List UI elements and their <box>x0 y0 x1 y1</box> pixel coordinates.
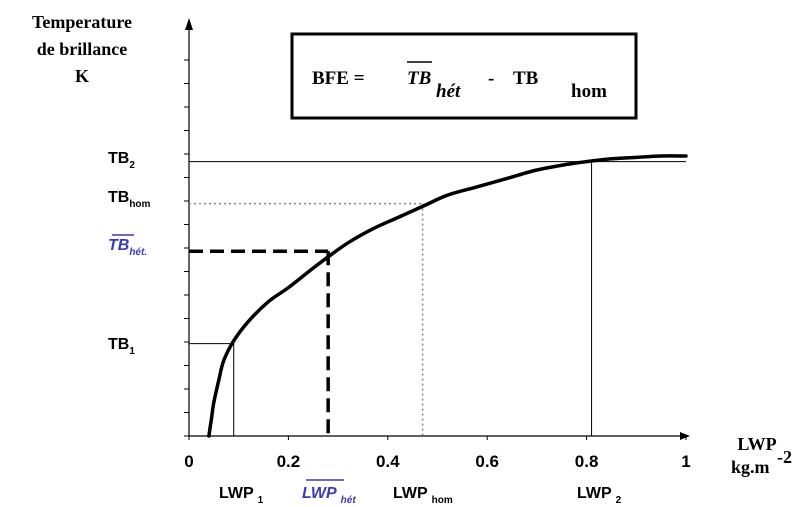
y-axis-title-line-2: de brillance <box>37 39 128 59</box>
x-tick-label: 0 <box>184 452 193 471</box>
formula-lhs: BFE = <box>312 68 365 89</box>
formula-term2: TB <box>513 68 539 89</box>
x-ticks: 0 0.2 0.4 0.6 0.8 1 <box>184 436 691 471</box>
x-axis-title: LWP <box>737 434 776 454</box>
formula-term1-sub: hét <box>436 81 461 102</box>
formula: BFE = TB hét - TB hom <box>312 61 607 102</box>
y-axis-title-line-3: K <box>75 66 89 86</box>
x-tick-label: 0.2 <box>277 452 301 471</box>
x-marker-label: LWP hét <box>302 485 356 506</box>
x-marker-label: LWP 2 <box>577 485 622 506</box>
guide-lines <box>189 161 686 436</box>
formula-minus: - <box>488 68 494 89</box>
x-marker-label: LWP hom <box>393 485 453 506</box>
x-marker-label: LWP 1 <box>219 485 264 506</box>
x-axis-unit-base: kg.m <box>731 457 770 477</box>
marker-labels: TB1 LWP 1 TBhét. LWP hét TBhom LWP hom TB2 LWP 2 <box>108 150 622 506</box>
x-tick-label: 0.4 <box>376 452 400 471</box>
y-marker-label: TBhom <box>108 189 151 210</box>
y-marker-label: TB2 <box>108 150 135 171</box>
x-axis-arrow <box>680 432 690 440</box>
x-tick-label: 0.6 <box>475 452 499 471</box>
y-marker-label: TBhét. <box>108 237 147 258</box>
formula-term2-sub: hom <box>571 81 607 102</box>
x-tick-label: 1 <box>681 452 690 471</box>
brightness-temperature-curve <box>207 154 688 438</box>
y-axis-arrow <box>185 18 193 30</box>
y-minor-ticks <box>184 59 189 437</box>
x-axis-unit: kg.m -2 <box>731 447 792 477</box>
formula-term1: TB <box>407 68 431 89</box>
y-marker-label: TB1 <box>108 336 135 357</box>
x-tick-label: 0.8 <box>575 452 599 471</box>
formula-box <box>290 32 638 120</box>
y-axis-title-line-1: Temperature <box>32 12 132 32</box>
x-axis-unit-exponent: -2 <box>777 447 792 467</box>
